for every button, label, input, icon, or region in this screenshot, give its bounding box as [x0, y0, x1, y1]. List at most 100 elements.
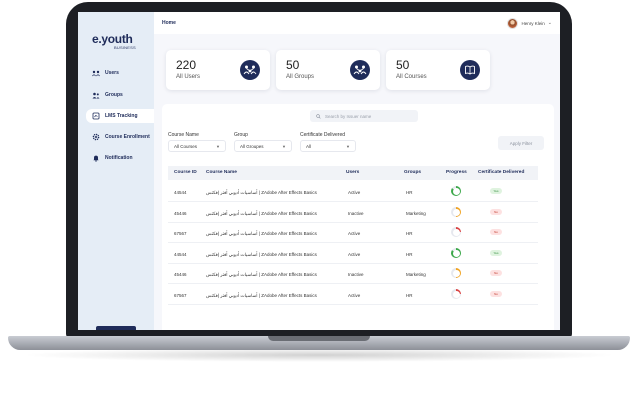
certificate-badge: No — [490, 209, 502, 215]
sidebar-item-label: Course Enrollment — [105, 134, 150, 140]
progress-ring — [451, 268, 461, 278]
table-row[interactable]: 44544 أساسيات أدوبي أفتر إفكتس | ZAdobe A… — [168, 182, 538, 202]
progress-ring-center — [452, 187, 460, 195]
book-icon — [460, 60, 480, 80]
laptop-base — [8, 336, 630, 350]
stat-card-groups: 50 All Groups — [276, 50, 380, 90]
select-value: All Groupes — [240, 143, 264, 149]
sidebar-item-label: LMS Tracking — [105, 113, 138, 119]
select-value: All Courses — [174, 143, 198, 149]
cell-course-id: 45446 — [174, 272, 187, 277]
stat-value: 50 — [396, 58, 410, 72]
table-row[interactable]: 45446 أساسيات أدوبي أفتر إفكتس | ZAdobe A… — [168, 203, 538, 223]
sidebar-item-groups[interactable]: Groups — [86, 88, 154, 102]
cell-course-name: أساسيات أدوبي أفتر إفكتس | ZAdobe After … — [206, 272, 317, 277]
certificate-badge: Yes — [490, 250, 502, 256]
cell-users: Active — [348, 293, 361, 298]
sidebar-item-label: Notification — [105, 155, 133, 161]
cell-course-name: أساسيات أدوبي أفتر إفكتس | ZAdobe After … — [206, 231, 317, 236]
cell-groups: HR — [406, 252, 413, 257]
table-row[interactable]: 67567 أساسيات أدوبي أفتر إفكتس | ZAdobe A… — [168, 223, 538, 243]
certificate-select[interactable]: All ▼ — [300, 140, 356, 152]
laptop-shadow — [20, 348, 618, 362]
stat-value: 50 — [286, 58, 300, 72]
sidebar-item-users[interactable]: Users — [86, 66, 154, 80]
screen: e.youth BUSINESS Users Groups LMS Trac — [78, 12, 560, 330]
stat-label: All Users — [176, 74, 201, 80]
cell-course-id: 45446 — [174, 211, 187, 216]
sidebar: e.youth BUSINESS Users Groups LMS Trac — [78, 12, 154, 330]
certificate-badge: No — [490, 229, 502, 235]
column-header: Course Name — [206, 170, 237, 175]
table-header: Course ID Course Name Users Groups Progr… — [168, 166, 538, 180]
column-header: Users — [346, 170, 360, 175]
laptop-notch — [268, 336, 370, 341]
search-input[interactable] — [325, 113, 415, 119]
cell-users: Inactive — [348, 272, 364, 277]
progress-ring-center — [452, 290, 460, 298]
group-select[interactable]: All Groupes ▼ — [234, 140, 292, 152]
chevron-down-icon: ▼ — [282, 144, 286, 149]
progress-ring — [451, 289, 461, 299]
progress-ring — [451, 186, 461, 196]
cell-course-name: أساسيات أدوبي أفتر إفكتس | ZAdobe After … — [206, 211, 317, 216]
progress-ring-center — [452, 208, 460, 216]
cell-course-id: 67567 — [174, 293, 187, 298]
filter-label-group: Group — [234, 132, 248, 138]
breadcrumb[interactable]: Home — [162, 20, 176, 26]
cell-users: Inactive — [348, 211, 364, 216]
user-name: Henry Klein — [521, 20, 545, 26]
progress-ring-center — [452, 249, 460, 257]
progress-ring-center — [452, 228, 460, 236]
table-row[interactable]: 44544 أساسيات أدوبي أفتر إفكتس | ZAdobe A… — [168, 244, 538, 264]
progress-ring — [451, 207, 461, 217]
filter-label-certificate: Certificate Delivered — [300, 132, 346, 138]
certificate-badge: No — [490, 291, 502, 297]
filter-label-course-name: Course Name — [168, 132, 199, 138]
bell-icon — [91, 153, 101, 163]
topbar: Home Henry Klein ⌄ — [154, 12, 560, 34]
progress-ring — [451, 227, 461, 237]
search-icon — [316, 113, 321, 119]
column-header: Groups — [404, 170, 422, 175]
sidebar-item-course-enrollment[interactable]: Course Enrollment — [86, 130, 154, 144]
tracking-icon — [91, 111, 101, 121]
stat-label: All Courses — [396, 74, 427, 80]
groups-icon — [91, 90, 101, 100]
avatar — [506, 17, 518, 29]
logo-text: e.youth — [92, 32, 133, 46]
table-row[interactable]: 67567 أساسيات أدوبي أفتر إفكتس | ZAdobe A… — [168, 285, 538, 305]
progress-ring — [451, 248, 461, 258]
user-menu[interactable]: Henry Klein ⌄ — [506, 16, 552, 30]
cell-groups: HR — [406, 293, 413, 298]
search-box[interactable] — [310, 110, 418, 122]
stat-card-courses: 50 All Courses — [386, 50, 490, 90]
cell-course-name: أساسيات أدوبي أفتر إفكتس | ZAdobe After … — [206, 293, 317, 298]
cell-course-name: أساسيات أدوبي أفتر إفكتس | ZAdobe After … — [206, 252, 317, 257]
cell-course-id: 67567 — [174, 231, 187, 236]
certificate-badge: No — [490, 270, 502, 276]
chevron-down-icon: ⌄ — [547, 20, 552, 26]
sidebar-item-label: Groups — [105, 92, 123, 98]
sidebar-bottom-tab — [96, 326, 136, 330]
course-name-select[interactable]: All Courses ▼ — [168, 140, 226, 152]
users-network-icon — [240, 60, 260, 80]
stat-value: 220 — [176, 58, 197, 72]
stat-label: All Groups — [286, 74, 315, 80]
gear-icon — [91, 132, 101, 142]
apply-filter-button[interactable]: Apply Filter — [498, 136, 544, 150]
logo[interactable]: e.youth BUSINESS — [92, 32, 142, 54]
chevron-down-icon: ▼ — [346, 144, 350, 149]
column-header: Progress — [446, 170, 467, 175]
sidebar-item-notification[interactable]: Notification — [86, 151, 154, 165]
cell-groups: HR — [406, 231, 413, 236]
sidebar-item-lms-tracking[interactable]: LMS Tracking — [86, 109, 154, 123]
cell-course-id: 44544 — [174, 252, 187, 257]
progress-ring-center — [452, 269, 460, 277]
table-row[interactable]: 45446 أساسيات أدوبي أفتر إفكتس | ZAdobe A… — [168, 264, 538, 284]
stat-card-users: 220 All Users — [166, 50, 270, 90]
cell-users: Active — [348, 231, 361, 236]
users-icon — [91, 68, 101, 78]
cell-users: Active — [348, 252, 361, 257]
